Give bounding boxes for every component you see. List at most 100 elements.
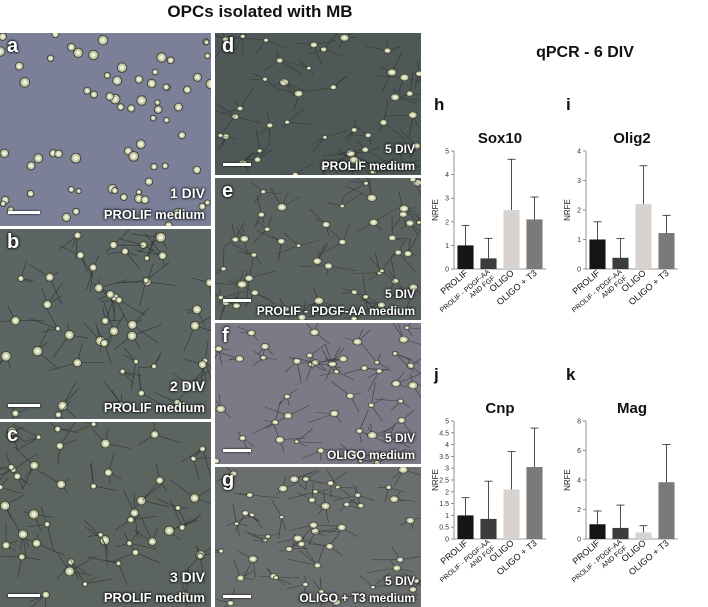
medium-label: PROLIF medium: [321, 159, 415, 173]
panel-letter: a: [7, 35, 19, 57]
bar-prolif: [457, 515, 474, 539]
scale-bar: [223, 163, 251, 166]
bar-prolif: [589, 524, 606, 539]
scale-bar: [223, 595, 251, 598]
y-tick-label: 0: [445, 537, 449, 544]
y-tick-label: 6: [577, 448, 581, 455]
chart-title: Cnp: [485, 400, 514, 417]
y-tick-label: 0: [445, 267, 449, 274]
bar-prolif-pdgf-aa-and-fgf: [480, 518, 497, 539]
panel-letter: b: [7, 231, 20, 253]
micrograph-g: g 5 DIV OLIGO + T3 medium: [215, 467, 421, 607]
qpcr-title: qPCR - 6 DIV: [536, 44, 634, 61]
scale-bar: [223, 449, 251, 452]
micrograph-image: [0, 229, 211, 419]
medium-label: PROLIF - PDGF-AA medium: [256, 304, 415, 318]
panel-letter: i: [566, 95, 571, 114]
chart-title: Mag: [617, 400, 647, 417]
div-label: 2 DIV: [169, 378, 205, 394]
medium-label: OLIGO + T3 medium: [299, 591, 415, 605]
bar-prolif: [589, 239, 606, 269]
bar-oligo: [635, 532, 652, 539]
medium-label: PROLIF medium: [103, 400, 205, 415]
div-label: 5 DIV: [384, 142, 415, 156]
chart-title: Olig2: [613, 130, 651, 147]
scale-bar: [8, 211, 40, 214]
y-tick-label: 2: [445, 489, 449, 496]
micrograph-f: f 5 DIV OLIGO medium: [215, 323, 421, 464]
bar-oligo: [503, 210, 520, 269]
micrograph-d: d 5 DIV PROLIF medium: [215, 33, 421, 175]
div-label: 3 DIV: [169, 569, 205, 585]
panel-letter: k: [566, 365, 576, 384]
bar-oligo: [635, 204, 652, 269]
bar-oligo-t3: [658, 233, 675, 269]
panel-letter: h: [434, 95, 444, 114]
div-label: 5 DIV: [384, 287, 415, 301]
bar-prolif: [457, 245, 474, 269]
chart-title: Sox10: [478, 130, 522, 147]
y-tick-label: 8: [577, 419, 581, 426]
micrograph-a: a 1 DIV PROLIF medium: [0, 33, 211, 226]
figure-title: OPCs isolated with MB: [167, 2, 353, 21]
y-axis-label: NRFE: [431, 199, 440, 221]
bar-oligo-t3: [526, 467, 543, 539]
panel-letter: e: [222, 180, 234, 202]
medium-label: PROLIF medium: [103, 207, 205, 222]
micrograph-c: c 3 DIV PROLIF medium: [0, 422, 211, 607]
micrograph-e: e 5 DIV PROLIF - PDGF-AA medium: [215, 178, 421, 320]
y-tick-label: 0: [577, 537, 581, 544]
y-tick-label: 2: [577, 507, 581, 514]
y-tick-label: 1: [445, 513, 449, 520]
y-axis-label: NRFE: [563, 199, 572, 221]
y-tick-label: 2: [577, 208, 581, 215]
y-tick-label: 0.5: [439, 525, 449, 532]
panel-letter: f: [222, 325, 229, 347]
y-tick-label: 5: [445, 419, 449, 426]
bar-prolif-pdgf-aa-and-fgf: [480, 258, 497, 269]
y-tick-label: 3: [577, 178, 581, 185]
bar-prolif-pdgf-aa-and-fgf: [612, 257, 629, 269]
micrograph-b: b 2 DIV PROLIF medium: [0, 229, 211, 419]
medium-label: PROLIF medium: [103, 590, 205, 605]
medium-label: OLIGO medium: [326, 448, 415, 462]
panel-letter: c: [7, 424, 19, 446]
micrograph-image: [215, 33, 421, 175]
y-tick-label: 4: [577, 149, 581, 156]
scale-bar: [8, 404, 40, 407]
y-tick-label: 1.5: [439, 501, 449, 508]
chart-j: jCnpNRFE00.511.522.533.544.55PROLIFPROLI…: [431, 365, 546, 584]
micrograph-image: [215, 178, 421, 320]
y-tick-label: 3: [445, 466, 449, 473]
bar-oligo-t3: [526, 219, 543, 269]
y-tick-label: 1: [577, 237, 581, 244]
y-tick-label: 5: [445, 149, 449, 156]
y-tick-label: 3.5: [439, 454, 449, 461]
y-tick-label: 2: [445, 219, 449, 226]
div-label: 5 DIV: [384, 574, 415, 588]
bar-prolif-pdgf-aa-and-fgf: [612, 527, 629, 539]
bar-oligo: [503, 489, 520, 539]
micrograph-image: [215, 323, 421, 464]
y-tick-label: 0: [577, 267, 581, 274]
y-tick-label: 4.5: [439, 430, 449, 437]
y-tick-label: 2.5: [439, 478, 449, 485]
y-tick-label: 4: [577, 478, 581, 485]
y-axis-label: NRFE: [563, 469, 572, 491]
micrograph-image: [0, 33, 211, 226]
y-tick-label: 1: [445, 243, 449, 250]
panel-letter: j: [433, 365, 439, 384]
div-label: 1 DIV: [169, 185, 205, 201]
y-tick-label: 3: [445, 196, 449, 203]
micrograph-image: [0, 422, 211, 607]
scale-bar: [223, 299, 251, 302]
bar-oligo-t3: [658, 482, 675, 539]
div-label: 5 DIV: [384, 431, 415, 445]
panel-letter: d: [222, 35, 235, 57]
scale-bar: [8, 594, 40, 597]
micrograph-image: [215, 467, 421, 607]
y-axis-label: NRFE: [431, 469, 440, 491]
